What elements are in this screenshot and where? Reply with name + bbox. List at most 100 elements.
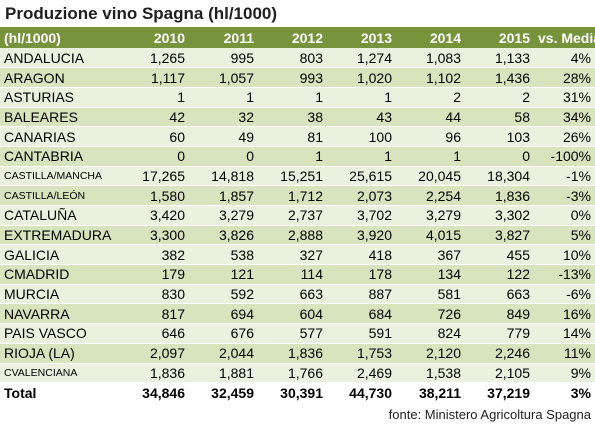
vs-media-cell: 0%	[534, 205, 595, 226]
value-cell: 3,702	[327, 205, 396, 226]
vs-media-cell: 10%	[534, 244, 595, 266]
table-row: BALEARES 42 32 38 43 44 58 34%	[0, 107, 595, 128]
value-cell: 20,045	[396, 166, 465, 187]
value-cell: 3,920	[327, 225, 396, 246]
table-row: CASTILLA/LEÓN 1,580 1,857 1,712 2,073 2,254 1,…	[0, 185, 595, 206]
table-row: CMADRID 179 121 114 178 134 122 -13%	[0, 264, 595, 285]
value-cell: 17,265	[120, 166, 189, 187]
title-divider	[0, 27, 595, 28]
region-name: NAVARRA	[0, 303, 120, 325]
header-unit: (hl/1000)	[0, 28, 120, 48]
value-cell: 37,219	[465, 382, 534, 403]
value-cell: 1,083	[396, 48, 465, 69]
table-row: ARAGON 1,117 1,057 993 1,020 1,102 1,436 28%	[0, 67, 595, 88]
value-cell: 676	[189, 323, 258, 344]
region-name: CASTILLA/LEÓN	[0, 185, 120, 206]
value-cell: 4,015	[396, 225, 465, 246]
vs-media-cell: 16%	[534, 303, 595, 325]
header-year: 2011	[189, 28, 258, 48]
value-cell: 455	[465, 244, 534, 266]
value-cell: 2	[465, 87, 534, 108]
table-row: CASTILLA/MANCHA 17,265 14,818 15,251 25,615 2…	[0, 166, 595, 187]
value-cell: 60	[120, 126, 189, 147]
value-cell: 830	[120, 284, 189, 305]
value-cell: 0	[189, 146, 258, 167]
value-cell: 646	[120, 323, 189, 344]
region-name: EXTREMADURA	[0, 225, 120, 246]
value-cell: 1	[327, 146, 396, 167]
value-cell: 1	[327, 87, 396, 108]
vs-media-cell: 3%	[534, 382, 595, 403]
value-cell: 1,057	[189, 67, 258, 88]
value-cell: 2,097	[120, 343, 189, 364]
value-cell: 3,300	[120, 225, 189, 246]
page-title: Produzione vino Spagna (hl/1000)	[5, 4, 278, 23]
value-cell: 2,469	[327, 363, 396, 384]
region-name: GALICIA	[0, 244, 120, 266]
value-cell: 581	[396, 284, 465, 305]
table-row: ANDALUCIA 1,265 995 803 1,274 1,083 1,133 4%	[0, 48, 595, 69]
table-row: ASTURIAS 1 1 1 1 2 2 31%	[0, 87, 595, 108]
value-cell: 2,044	[189, 343, 258, 364]
value-cell: 604	[258, 303, 327, 325]
wine-production-table: (hl/1000) 2010 2011 2012 2013 2014 2015 vs. Med…	[0, 28, 595, 403]
value-cell: 327	[258, 244, 327, 266]
value-cell: 663	[258, 284, 327, 305]
region-name: CVALENCIANA	[0, 363, 120, 384]
value-cell: 1,538	[396, 363, 465, 384]
value-cell: 1,836	[258, 343, 327, 364]
value-cell: 1,265	[120, 48, 189, 69]
region-name: PAIS VASCO	[0, 323, 120, 344]
value-cell: 3,302	[465, 205, 534, 226]
value-cell: 1	[258, 146, 327, 167]
vs-media-cell: -1%	[534, 166, 595, 187]
table-row: CVALENCIANA 1,836 1,881 1,766 2,469 1,538 2,10…	[0, 363, 595, 384]
value-cell: 1,580	[120, 185, 189, 206]
value-cell: 38	[258, 107, 327, 128]
table-row: NAVARRA 817 694 604 684 726 849 16%	[0, 303, 595, 325]
region-name: RIOJA (LA)	[0, 343, 120, 364]
total-row: Total 34,846 32,459 30,391 44,730 38,211 37,21…	[0, 382, 595, 403]
value-cell: 1,857	[189, 185, 258, 206]
value-cell: 1	[189, 87, 258, 108]
value-cell: 684	[327, 303, 396, 325]
value-cell: 694	[189, 303, 258, 325]
value-cell: 34,846	[120, 382, 189, 403]
region-name: CATALUÑA	[0, 205, 120, 226]
total-label: Total	[0, 382, 120, 403]
value-cell: 1,274	[327, 48, 396, 69]
value-cell: 0	[465, 146, 534, 167]
value-cell: 1,753	[327, 343, 396, 364]
vs-media-cell: -6%	[534, 284, 595, 305]
value-cell: 1,836	[465, 185, 534, 206]
value-cell: 591	[327, 323, 396, 344]
table-row: CANARIAS 60 49 81 100 96 103 26%	[0, 126, 595, 147]
value-cell: 592	[189, 284, 258, 305]
value-cell: 100	[327, 126, 396, 147]
value-cell: 49	[189, 126, 258, 147]
vs-media-cell: 34%	[534, 107, 595, 128]
value-cell: 1,020	[327, 67, 396, 88]
value-cell: 3,420	[120, 205, 189, 226]
value-cell: 418	[327, 244, 396, 266]
value-cell: 2,246	[465, 343, 534, 364]
table-row: MURCIA 830 592 663 887 581 663 -6%	[0, 284, 595, 305]
value-cell: 43	[327, 107, 396, 128]
value-cell: 96	[396, 126, 465, 147]
value-cell: 1,712	[258, 185, 327, 206]
value-cell: 367	[396, 244, 465, 266]
value-cell: 382	[120, 244, 189, 266]
region-name: CMADRID	[0, 264, 120, 285]
value-cell: 122	[465, 264, 534, 285]
value-cell: 1,766	[258, 363, 327, 384]
vs-media-cell: 11%	[534, 343, 595, 364]
value-cell: 849	[465, 303, 534, 325]
value-cell: 42	[120, 107, 189, 128]
vs-media-cell: 5%	[534, 225, 595, 246]
value-cell: 887	[327, 284, 396, 305]
header-row: (hl/1000) 2010 2011 2012 2013 2014 2015 vs. Med…	[0, 28, 595, 48]
table-row: CATALUÑA 3,420 3,279 2,737 3,702 3,279 3,302 0%	[0, 205, 595, 226]
value-cell: 824	[396, 323, 465, 344]
region-name: CANARIAS	[0, 126, 120, 147]
value-cell: 726	[396, 303, 465, 325]
